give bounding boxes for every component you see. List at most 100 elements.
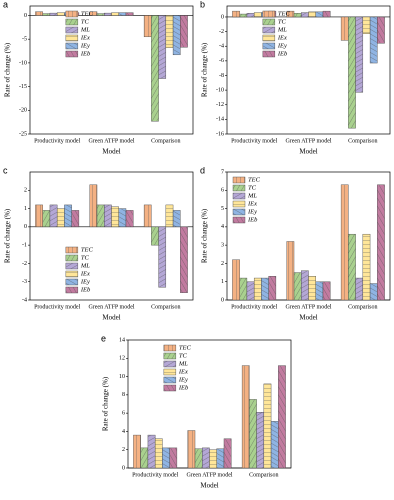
legend-swatch	[163, 384, 177, 392]
bar	[64, 204, 72, 228]
bar	[35, 204, 43, 228]
bar	[140, 447, 149, 469]
bar	[35, 11, 43, 16]
legend-swatch	[232, 192, 246, 200]
y-tick-label: 4	[221, 224, 224, 230]
bar	[340, 16, 349, 41]
y-tick-label: 2	[221, 261, 224, 267]
y-axis-label: Rate of change (%)	[4, 208, 12, 263]
bar	[377, 16, 385, 44]
legend-swatch	[65, 18, 79, 26]
bar	[232, 259, 240, 301]
y-tick-label: 8	[122, 392, 125, 398]
y-tick-label: -8	[219, 73, 224, 79]
bar	[165, 15, 174, 48]
y-tick-label: 0	[24, 13, 27, 19]
bar	[246, 281, 255, 301]
bar	[151, 226, 159, 246]
y-tick-label: -4	[22, 297, 27, 303]
legend-label: TEC	[81, 246, 94, 253]
bar	[56, 208, 65, 228]
legend-label: IEy	[80, 278, 90, 285]
bar	[369, 283, 378, 301]
legend-swatch	[65, 50, 79, 58]
bar	[118, 12, 127, 16]
legend-label: TEC	[278, 10, 291, 17]
y-tick-label: 7	[221, 169, 224, 175]
bar	[256, 412, 265, 469]
y-tick-label: 1	[24, 206, 27, 212]
y-tick-label: -20	[19, 108, 27, 114]
y-tick-label: -10	[216, 87, 224, 93]
bar	[263, 383, 272, 469]
legend-label: IEb	[80, 286, 91, 293]
legend-swatch	[262, 18, 276, 26]
legend-label: TC	[179, 352, 188, 359]
bar	[180, 226, 188, 293]
legend-swatch	[65, 254, 79, 262]
y-tick-label: -10	[19, 60, 27, 66]
bar	[49, 204, 58, 228]
x-tick-label: Productivity model	[34, 138, 80, 144]
x-tick-label: Productivity model	[231, 138, 277, 144]
y-tick-label: -2	[22, 261, 27, 267]
bar	[202, 447, 210, 469]
legend-swatch	[65, 286, 79, 294]
y-axis-label: Rate of change (%)	[201, 208, 209, 263]
bar	[194, 448, 203, 469]
legend-swatch	[65, 10, 79, 18]
y-axis-label: Rate of change (%)	[102, 376, 110, 431]
bar	[154, 438, 163, 469]
legend-label: ML	[247, 192, 257, 199]
x-tick-label: Comparison	[348, 304, 377, 310]
plot-frame	[226, 5, 391, 135]
legend-swatch	[232, 208, 246, 216]
x-tick-label: Comparison	[151, 304, 180, 310]
bar	[162, 447, 170, 469]
y-tick-label: 5	[221, 206, 224, 212]
x-tick-label: Green ATFP model	[285, 304, 331, 310]
y-tick-label: 4	[122, 429, 125, 435]
bar	[180, 15, 188, 48]
y-tick-label: 12	[119, 356, 125, 362]
legend-swatch	[262, 50, 276, 58]
panel-label: c	[3, 165, 8, 175]
bar	[125, 210, 134, 228]
legend-label: TC	[81, 254, 90, 261]
x-axis-label: Model	[200, 482, 218, 490]
bar	[111, 12, 119, 16]
y-tick-label: -5	[22, 37, 27, 43]
y-tick-label: -2	[219, 29, 224, 35]
y-tick-label: -12	[216, 102, 224, 108]
y-tick-label: 2	[122, 447, 125, 453]
bar	[143, 15, 152, 38]
bar	[362, 16, 371, 34]
legend-label: IEx	[277, 34, 287, 41]
legend-swatch	[163, 344, 177, 352]
legend-label: TC	[278, 18, 287, 25]
legend-swatch	[163, 368, 177, 376]
legend-swatch	[65, 34, 79, 42]
y-tick-label: -15	[19, 84, 27, 90]
bar	[71, 210, 80, 228]
bar	[172, 210, 181, 228]
panel-label: b	[200, 0, 205, 9]
bar	[301, 270, 309, 301]
legend-label: IEb	[178, 384, 189, 391]
bar	[187, 430, 196, 469]
y-tick-label: -3	[22, 279, 27, 285]
y-tick-label: 0	[24, 224, 27, 230]
bar	[42, 13, 51, 16]
legend-swatch	[65, 270, 79, 278]
x-tick-label: Productivity model	[231, 304, 277, 310]
y-tick-label: 2	[24, 188, 27, 194]
bar	[278, 365, 286, 469]
bar	[315, 11, 324, 18]
legend-swatch	[65, 246, 79, 254]
legend-label: IEy	[247, 208, 257, 215]
bar	[133, 434, 141, 469]
bar	[158, 226, 167, 288]
bar	[125, 12, 134, 16]
legend-label: IEb	[80, 50, 91, 57]
legend-label: IEy	[277, 42, 287, 49]
